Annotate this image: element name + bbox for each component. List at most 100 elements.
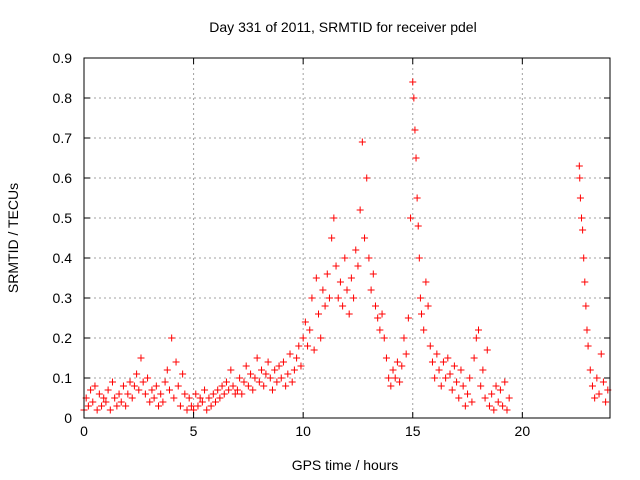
data-point [475, 326, 482, 334]
data-point [111, 394, 119, 402]
y-tick-label: 0 [64, 410, 72, 426]
data-point [93, 406, 101, 414]
data-point [163, 366, 171, 374]
data-point [312, 274, 320, 282]
data-point [341, 254, 349, 262]
data-point [599, 378, 607, 386]
data-point [172, 358, 180, 366]
data-point [244, 382, 252, 390]
data-point [490, 406, 498, 414]
data-point [325, 294, 333, 302]
data-point [247, 370, 255, 378]
data-point [91, 382, 99, 390]
data-point [505, 394, 513, 402]
data-point [391, 374, 399, 382]
data-point [343, 286, 351, 294]
data-point [407, 214, 415, 222]
data-point [144, 374, 152, 382]
data-point [187, 402, 195, 410]
data-point [581, 278, 589, 286]
data-point [354, 262, 362, 270]
data-point [218, 382, 226, 390]
data-point [98, 402, 106, 410]
data-point [431, 374, 439, 382]
ticks-layer [83, 57, 610, 419]
data-point [336, 278, 344, 286]
data-point [410, 94, 418, 102]
data-point [198, 398, 206, 406]
data-point [240, 378, 248, 386]
data-point [332, 262, 340, 270]
data-point [424, 302, 432, 310]
y-tick-label: 0.5 [53, 210, 73, 226]
data-point [356, 206, 364, 214]
data-point [161, 378, 169, 386]
data-point [365, 254, 373, 262]
data-point [501, 378, 509, 386]
data-point [398, 362, 406, 370]
y-tick-label: 0.2 [53, 330, 73, 346]
data-point [582, 302, 590, 310]
data-point [126, 378, 134, 386]
data-point [586, 366, 594, 374]
data-point [459, 382, 467, 390]
data-point [321, 302, 329, 310]
data-point [352, 246, 360, 254]
data-point [414, 222, 422, 230]
data-point [152, 382, 160, 390]
data-point [308, 294, 316, 302]
x-tick-label: 0 [80, 423, 88, 439]
data-point [286, 350, 294, 358]
data-point [207, 402, 215, 410]
data-point [293, 354, 301, 362]
data-point [468, 398, 476, 406]
data-point [576, 194, 584, 202]
data-point [220, 390, 228, 398]
data-point [113, 402, 121, 410]
data-point [583, 326, 591, 334]
data-point [499, 402, 507, 410]
data-point [396, 378, 404, 386]
data-point [448, 386, 456, 394]
data-point [371, 302, 379, 310]
data-point [104, 386, 112, 394]
data-point [479, 366, 487, 374]
y-tick-label: 0.9 [53, 50, 73, 66]
data-point [483, 346, 491, 354]
data-point [306, 326, 314, 334]
data-point [84, 402, 92, 410]
data-point [461, 402, 469, 410]
data-point [196, 394, 204, 402]
data-point [122, 402, 130, 410]
data-point [266, 374, 274, 382]
data-point [602, 398, 610, 406]
data-point [426, 342, 434, 350]
data-point [339, 302, 347, 310]
data-point [578, 214, 586, 222]
y-axis-label: SRMTID / TECUs [5, 183, 21, 293]
data-point [415, 254, 423, 262]
data-point [317, 334, 325, 342]
data-point [334, 294, 342, 302]
data-point [275, 362, 283, 370]
data-point [304, 342, 312, 350]
data-point [328, 234, 336, 242]
data-point [264, 358, 272, 366]
data-point [231, 390, 239, 398]
data-point [345, 310, 353, 318]
data-point [277, 374, 285, 382]
data-point [367, 286, 375, 294]
data-point [157, 390, 165, 398]
data-point [181, 390, 189, 398]
data-point [301, 318, 309, 326]
data-point [385, 374, 393, 382]
data-point [100, 394, 108, 402]
data-point [466, 374, 474, 382]
data-point [350, 294, 358, 302]
data-point [282, 382, 290, 390]
data-point [450, 362, 458, 370]
data-point [472, 334, 480, 342]
data-point [315, 310, 323, 318]
x-tick-label: 15 [405, 423, 421, 439]
